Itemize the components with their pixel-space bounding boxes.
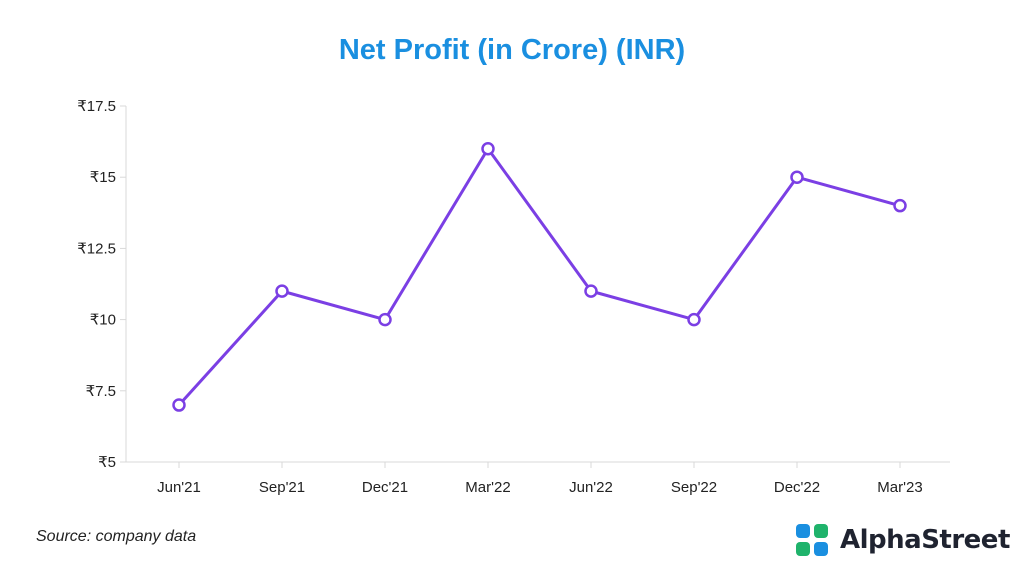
data-point [584,284,598,298]
x-tick-label: Sep'22 [671,479,717,496]
x-tick-label: Sep'21 [259,479,305,496]
x-tick-label: Dec'21 [362,479,408,496]
y-tick-label: ₹7.5 [86,383,116,400]
data-point [275,284,289,298]
brand-name: AlphaStreet [840,525,1010,555]
data-point [172,398,186,412]
x-tick-label: Dec'22 [774,479,820,496]
y-tick-label: ₹12.5 [77,240,116,257]
y-tick-label: ₹15 [90,169,116,186]
x-tick-label: Jun'21 [157,479,201,496]
data-point [378,312,392,327]
x-tick-label: Mar'23 [877,479,922,496]
brand: AlphaStreet [794,522,1010,558]
series-line [177,147,901,407]
source-note: Source: company data [36,528,197,545]
data-point [893,198,907,213]
data-point [790,170,804,184]
chart-title: Net Profit (in Crore) (INR) [338,34,686,66]
data-point [481,141,495,156]
y-tick-label: ₹5 [98,454,116,471]
x-tick-label: Mar'22 [465,479,510,496]
alphastreet-logo-icon [794,522,830,558]
data-point [687,312,701,327]
x-tick-label: Jun'22 [569,479,613,496]
y-tick-label: ₹10 [90,312,116,329]
y-tick-label: ₹17.5 [77,98,116,115]
